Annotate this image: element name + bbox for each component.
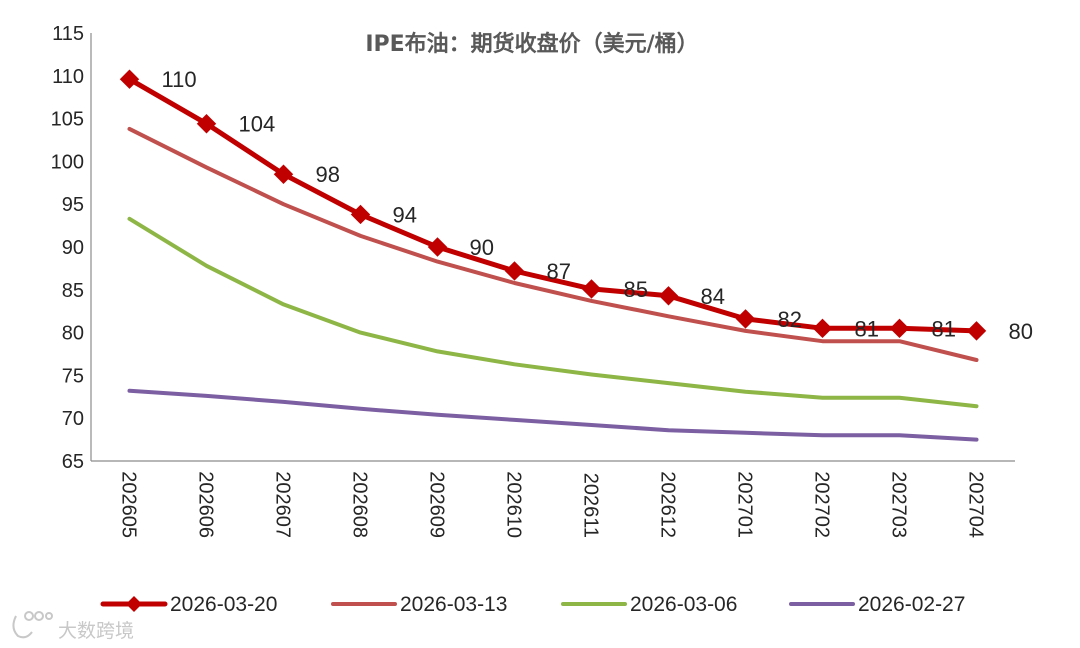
legend-label: 2026-02-27	[858, 593, 965, 616]
data-label: 87	[547, 259, 571, 284]
x-tick-label: 202701	[734, 471, 756, 538]
x-tick-label: 202704	[965, 471, 987, 538]
data-point-marker	[966, 321, 987, 341]
legend-marker	[126, 596, 142, 612]
series-line-2026-02-27	[127, 388, 979, 442]
data-label: 94	[393, 202, 417, 227]
legend-label: 2026-03-13	[400, 593, 507, 616]
data-point-marker	[581, 279, 602, 299]
x-tick-label: 202702	[811, 471, 833, 538]
data-label: 104	[239, 112, 276, 137]
series-line-2026-03-13	[127, 126, 979, 362]
data-label-layer: 110 104 98 94 90 87 85 84 82 81 81 80	[162, 67, 1033, 344]
legend-label: 2026-03-20	[170, 593, 277, 616]
marker-layer	[119, 69, 987, 341]
y-tick-label: 115	[52, 23, 84, 45]
x-tick-label: 202610	[503, 471, 525, 538]
y-tick-label: 70	[62, 408, 84, 430]
x-axis-ticks: 202605 202606 202607 202608 202609 202610 2026…	[118, 471, 987, 538]
legend: 2026-03-20 2026-03-13 2026-03-06 2026-02-27	[100, 593, 965, 616]
watermark: 大数跨境	[12, 611, 134, 642]
data-point-marker	[504, 261, 525, 281]
data-label: 81	[932, 316, 956, 341]
data-point-marker	[812, 318, 833, 339]
data-point-marker	[196, 114, 217, 134]
series-line-2026-03-06	[127, 216, 979, 409]
x-tick-label: 202703	[888, 471, 910, 538]
data-label: 82	[778, 307, 802, 332]
x-tick-label: 202609	[426, 471, 448, 538]
x-tick-label: 202608	[349, 471, 371, 538]
y-axis-ticks: 65 70 75 80 85 90 95 100 105 110 115	[51, 23, 84, 473]
data-label: 85	[624, 277, 648, 302]
data-point-marker	[119, 69, 140, 89]
y-tick-label: 100	[51, 151, 84, 173]
x-tick-label: 202606	[195, 471, 217, 538]
y-tick-label: 80	[62, 323, 84, 345]
legend-label: 2026-03-06	[630, 593, 737, 616]
y-tick-label: 110	[52, 66, 84, 88]
data-point-marker	[427, 237, 448, 257]
chart-title: IPE布油：期货收盘价（美元/桶）	[365, 31, 698, 57]
y-tick-label: 85	[62, 280, 84, 302]
series-line-2026-03-20	[127, 76, 979, 334]
data-point-marker	[658, 286, 679, 306]
watermark-text: 大数跨境	[58, 620, 134, 642]
x-tick-label: 202605	[118, 471, 140, 538]
y-tick-label: 90	[62, 237, 84, 259]
data-label: 90	[470, 235, 494, 260]
y-tick-label: 75	[62, 365, 84, 387]
data-label: 110	[162, 67, 197, 92]
x-tick-label: 202612	[657, 471, 679, 538]
y-tick-label: 65	[62, 451, 84, 473]
series-layer	[127, 76, 979, 442]
data-point-marker	[350, 204, 371, 225]
data-point-marker	[735, 309, 756, 329]
data-label: 98	[316, 162, 340, 187]
x-tick-label: 202611	[580, 473, 602, 538]
data-label: 84	[701, 284, 725, 309]
y-tick-label: 95	[62, 194, 84, 216]
y-tick-label: 105	[51, 109, 84, 131]
brand-logo-icon	[12, 611, 53, 639]
data-label: 80	[1009, 319, 1033, 344]
data-point-marker	[273, 164, 294, 184]
data-point-marker	[889, 318, 910, 339]
data-label: 81	[855, 316, 879, 341]
x-tick-label: 202607	[272, 471, 294, 538]
